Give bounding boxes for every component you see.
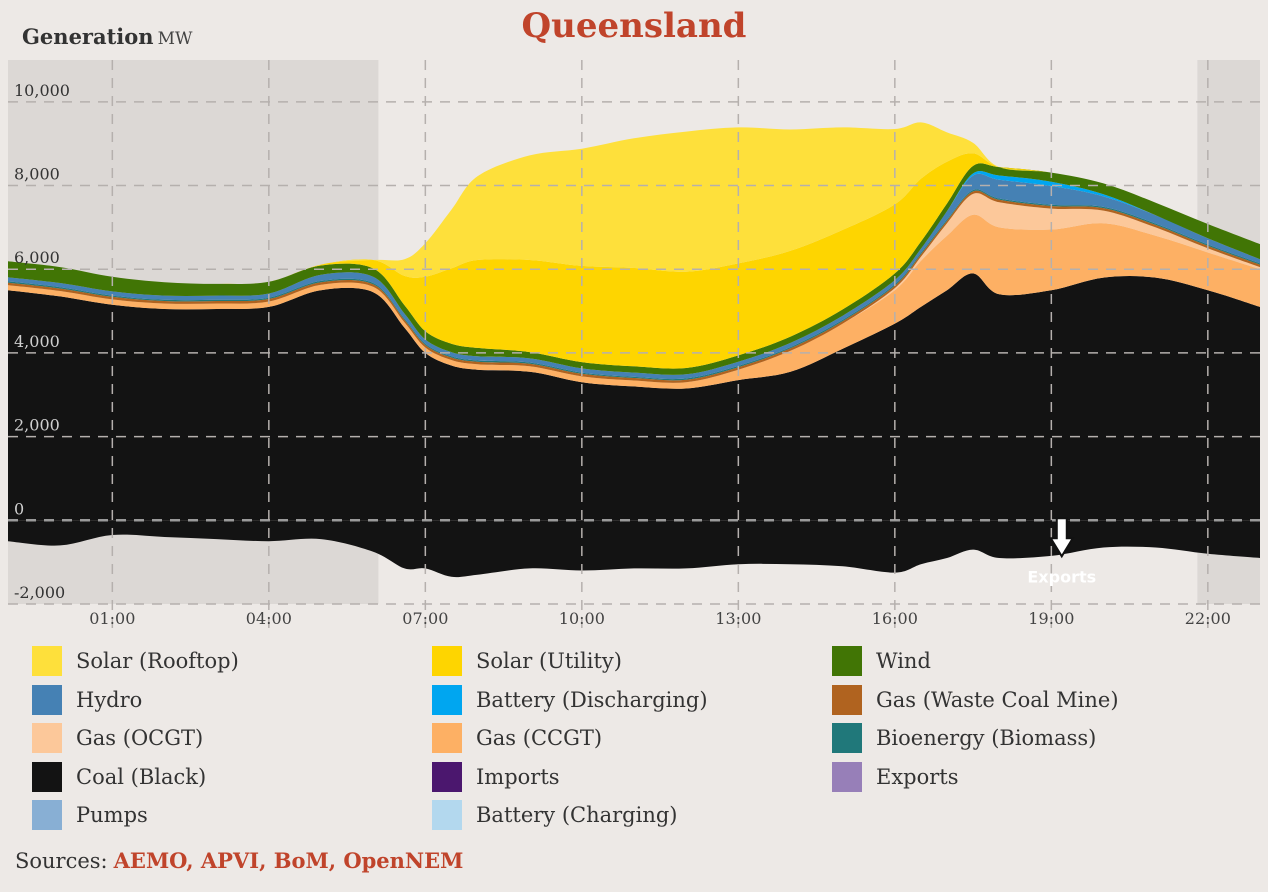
exports-annotation-label: Exports [1027, 567, 1096, 586]
legend-item: Pumps [32, 799, 148, 831]
legend-swatch [432, 684, 462, 715]
area-gas-ccgt [8, 214, 1260, 389]
x-tick-label: 04:00 [246, 609, 292, 628]
x-tick-label: 22:00 [1185, 609, 1231, 628]
legend-label: Wind [876, 649, 931, 673]
x-tick-label: 19:00 [1028, 609, 1074, 628]
legend-swatch [432, 723, 462, 754]
legend-label: Gas (CCGT) [476, 726, 603, 751]
legend-swatch [432, 646, 462, 676]
legend-label: Solar (Rooftop) [76, 649, 239, 673]
grid-lines [8, 60, 1260, 634]
legend-item: Bioenergy (Biomass) [832, 722, 1096, 754]
legend-item: Solar (Utility) [432, 645, 622, 677]
legend-item: Battery (Charging) [432, 799, 678, 831]
legend-swatch [832, 684, 862, 715]
legend-label: Pumps [76, 803, 148, 828]
y-tick-labels: 10,000 8,000 6,000 4,000 2,000 0 -2,000 [14, 81, 70, 602]
y-tick-label: -2,000 [14, 583, 65, 602]
legend-label: Imports [476, 764, 560, 789]
x-tick-label: 01:00 [89, 609, 135, 628]
x-tick-label: 10:00 [559, 609, 605, 628]
legend-label: Gas (Waste Coal Mine) [876, 687, 1119, 712]
legend-item: Wind [832, 645, 931, 677]
y-tick-label: 8,000 [14, 165, 60, 184]
legend-label: Coal (Black) [76, 764, 207, 789]
legend-label: Battery (Charging) [476, 803, 678, 828]
legend-swatch [32, 761, 62, 792]
x-tick-label: 16:00 [872, 609, 918, 628]
sources-prefix: Sources: [15, 849, 108, 873]
legend-label: Hydro [76, 687, 143, 712]
legend-swatch [32, 723, 62, 754]
legend-swatch [32, 684, 62, 715]
legend-swatch [832, 646, 862, 676]
legend-item: Gas (Waste Coal Mine) [832, 684, 1119, 716]
exports-annotation: Exports [1027, 517, 1096, 586]
y-tick-label: 4,000 [14, 332, 60, 351]
y-axis-title: Generation [22, 24, 154, 49]
chart-title: Queensland [521, 6, 747, 46]
area-solar-utility [8, 153, 1260, 369]
x-tick-label: 07:00 [402, 609, 448, 628]
legend-item: Battery (Discharging) [432, 684, 708, 716]
legend-swatch [832, 761, 862, 792]
legend-label: Battery (Discharging) [476, 687, 708, 712]
legend-swatch [832, 723, 862, 754]
legend-label: Exports [876, 764, 959, 789]
legend-swatch [32, 646, 62, 676]
x-tick-label: 13:00 [715, 609, 761, 628]
legend-label: Solar (Utility) [476, 649, 622, 673]
legend-label: Bioenergy (Biomass) [876, 726, 1097, 751]
y-tick-label: 10,000 [14, 81, 70, 100]
legend-item: Solar (Rooftop) [32, 645, 239, 677]
sources-list: AEMO, APVI, BoM, OpenNEM [113, 848, 464, 873]
legend-swatch [32, 800, 62, 831]
y-tick-label: 0 [14, 499, 24, 518]
y-axis-unit: MW [157, 29, 193, 49]
x-tick-labels: 01:00 04:00 07:00 10:00 13:00 16:00 19:00 22:00 [89, 609, 1231, 628]
area-solar-rooftop [8, 122, 1260, 285]
legend-label: Gas (OCGT) [76, 726, 204, 751]
legend-swatch [432, 800, 462, 831]
legend-item: Hydro [32, 684, 142, 716]
legend-swatch [432, 761, 462, 792]
legend-item: Imports [432, 761, 560, 793]
legend-item: Gas (CCGT) [432, 722, 602, 754]
legend-item: Gas (OCGT) [32, 722, 203, 754]
area-exports [8, 520, 1260, 578]
legend-item: Coal (Black) [32, 761, 206, 793]
y-tick-label: 6,000 [14, 248, 60, 267]
y-tick-label: 2,000 [14, 416, 60, 435]
exports-arrow-icon [1048, 517, 1075, 559]
legend-item: Exports [832, 761, 959, 793]
y-axis-label: Generation MW [22, 24, 192, 49]
sources-line: Sources: AEMO, APVI, BoM, OpenNEM [15, 848, 463, 873]
stacked-areas [8, 122, 1260, 578]
area-coal-black [8, 273, 1260, 521]
